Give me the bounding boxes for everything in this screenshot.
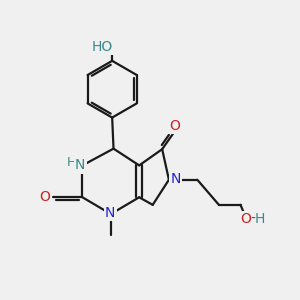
Text: -: - bbox=[250, 212, 255, 226]
Text: N: N bbox=[170, 172, 181, 186]
Text: O: O bbox=[169, 119, 180, 133]
Text: O: O bbox=[40, 190, 51, 204]
Text: N: N bbox=[75, 158, 86, 172]
Text: N: N bbox=[105, 206, 116, 220]
Text: H: H bbox=[66, 156, 76, 169]
Text: HO: HO bbox=[91, 40, 112, 54]
Text: O: O bbox=[240, 212, 251, 226]
Text: H: H bbox=[255, 212, 266, 226]
